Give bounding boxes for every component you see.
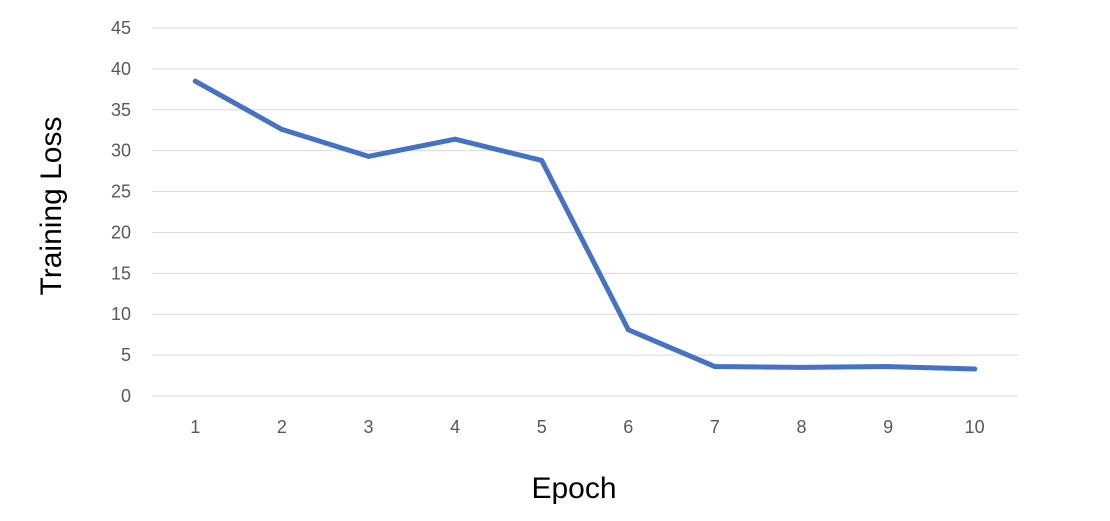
y-tick-label: 5 bbox=[121, 345, 131, 365]
y-axis-title: Training Loss bbox=[35, 117, 68, 296]
data-point bbox=[452, 136, 458, 142]
series-line bbox=[192, 78, 978, 372]
data-point bbox=[972, 366, 978, 372]
x-tick-label: 8 bbox=[796, 417, 806, 437]
y-tick-label: 40 bbox=[111, 59, 131, 79]
y-tick-label: 25 bbox=[111, 182, 131, 202]
y-axis-ticks: 0 5 10 15 20 25 30 35 40 45 bbox=[111, 18, 131, 406]
data-point bbox=[712, 364, 718, 370]
data-point bbox=[885, 364, 891, 370]
x-axis-ticks: 1 2 3 4 5 6 7 8 9 10 bbox=[190, 417, 984, 437]
data-point bbox=[625, 327, 631, 333]
x-tick-label: 2 bbox=[277, 417, 287, 437]
x-tick-label: 6 bbox=[623, 417, 633, 437]
data-point bbox=[539, 157, 545, 163]
y-tick-label: 15 bbox=[111, 263, 131, 283]
data-point bbox=[366, 153, 371, 159]
y-tick-label: 30 bbox=[111, 141, 131, 161]
y-tick-label: 10 bbox=[111, 304, 131, 324]
x-tick-label: 3 bbox=[363, 417, 373, 437]
x-tick-label: 7 bbox=[710, 417, 720, 437]
gridlines bbox=[152, 27, 1018, 397]
x-axis-title: Epoch bbox=[531, 472, 616, 505]
x-tick-label: 5 bbox=[537, 417, 547, 437]
y-tick-label: 35 bbox=[111, 100, 131, 120]
data-point bbox=[799, 364, 804, 370]
y-tick-label: 20 bbox=[111, 222, 131, 242]
series-layer bbox=[192, 78, 978, 372]
x-tick-label: 9 bbox=[883, 417, 893, 437]
data-point bbox=[279, 126, 285, 132]
y-tick-label: 0 bbox=[121, 386, 131, 406]
x-tick-label: 1 bbox=[190, 417, 200, 437]
x-tick-label: 4 bbox=[450, 417, 460, 437]
y-tick-label: 45 bbox=[111, 18, 131, 38]
x-tick-label: 10 bbox=[965, 417, 985, 437]
data-point bbox=[192, 78, 198, 84]
